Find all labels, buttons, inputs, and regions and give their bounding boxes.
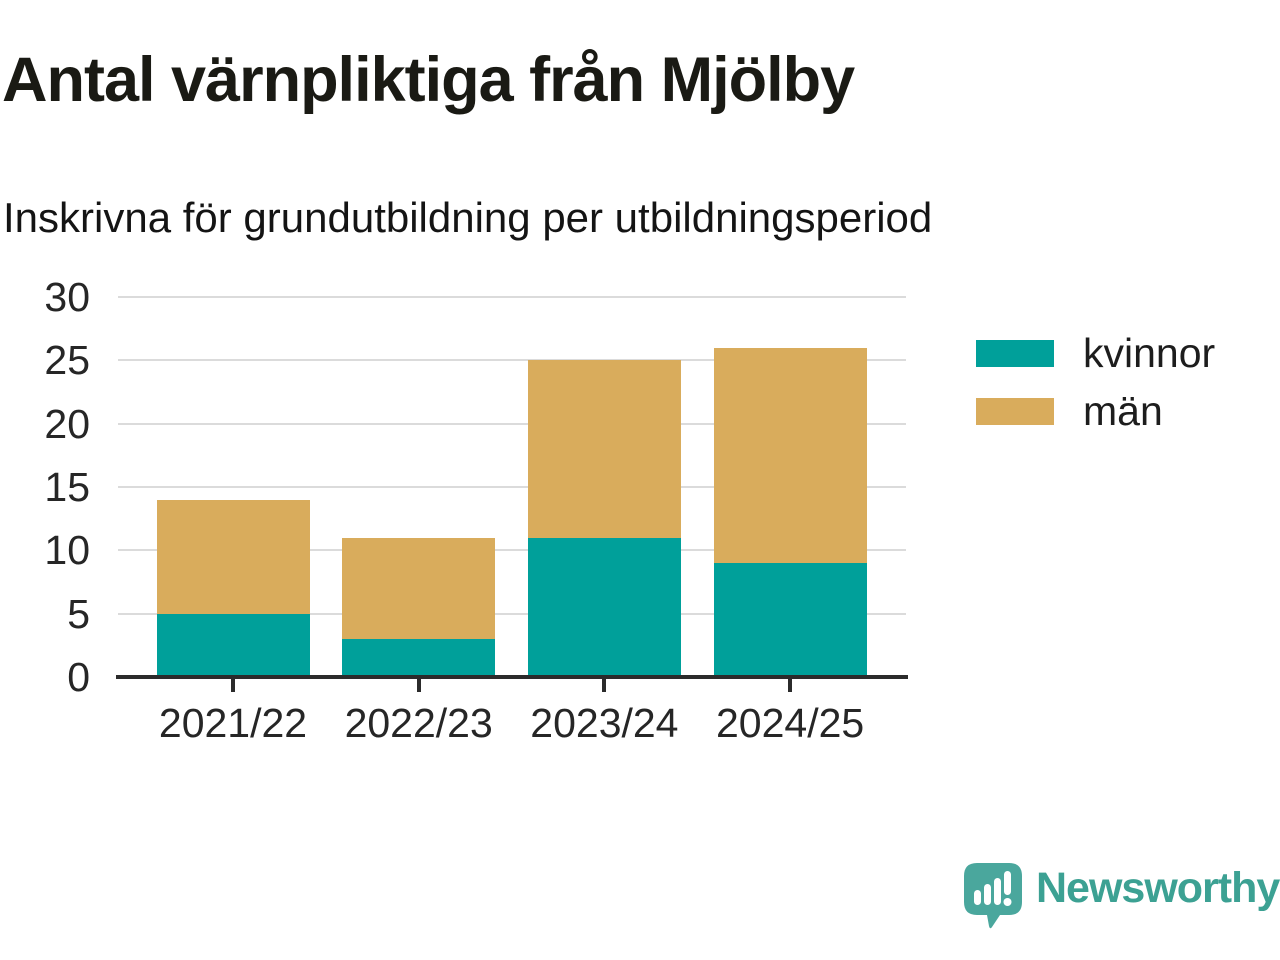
x-axis-tick-label: 2021/22 <box>158 700 308 746</box>
y-axis-tick-label: 30 <box>44 274 90 320</box>
y-axis-tick-label: 5 <box>67 590 90 637</box>
y-axis-tick-label: 10 <box>44 527 90 574</box>
x-axis-line <box>116 675 908 679</box>
x-axis-tick-label: 2022/23 <box>344 700 493 746</box>
legend-label: kvinnor <box>1083 330 1216 376</box>
bar-kvinnor-2023/24 <box>527 537 681 677</box>
legend-label: män <box>1083 388 1163 434</box>
bar-kvinnor-2021/22 <box>156 613 310 677</box>
gridline-30 <box>118 296 906 298</box>
bar-kvinnor-2022/23 <box>342 639 496 677</box>
gridline-20 <box>118 422 906 425</box>
x-axis-tick <box>416 679 421 692</box>
bar-man-2023/24 <box>527 360 681 538</box>
legend: kvinnor män <box>976 333 1215 456</box>
brand-footer: Newsworthy <box>963 862 1280 930</box>
y-axis-tick-label: 0 <box>67 654 90 700</box>
gridline-10 <box>118 549 906 552</box>
gridline-15 <box>118 486 906 488</box>
x-axis-tick-label: 2023/24 <box>530 700 679 746</box>
bar-man-2022/23 <box>342 537 496 639</box>
legend-swatch-kvinnor <box>976 340 1054 367</box>
page-subtitle: Inskrivna för grundutbildning per utbild… <box>3 194 933 241</box>
y-axis-tick-label: 25 <box>44 337 90 384</box>
y-axis-tick-label: 15 <box>44 464 90 510</box>
bar-man-2021/22 <box>156 499 310 614</box>
gridline-25 <box>118 359 906 362</box>
y-axis-tick-label: 20 <box>44 400 90 447</box>
legend-item-kvinnor: kvinnor <box>976 333 1215 374</box>
x-axis-tick <box>602 679 607 692</box>
x-axis-tick <box>788 679 793 692</box>
newsworthy-logo-icon <box>964 863 1022 929</box>
page-title: Antal värnpliktiga från Mjölby <box>2 45 855 115</box>
bar-kvinnor-2024/25 <box>713 563 867 677</box>
brand-name: Newsworthy <box>1036 864 1280 912</box>
bar-man-2024/25 <box>713 347 867 563</box>
x-axis-tick <box>231 679 235 692</box>
x-axis-tick-label: 2024/25 <box>715 700 865 746</box>
gridline-5 <box>118 612 906 615</box>
legend-item-män: män <box>976 391 1215 432</box>
legend-swatch-män <box>976 398 1054 425</box>
